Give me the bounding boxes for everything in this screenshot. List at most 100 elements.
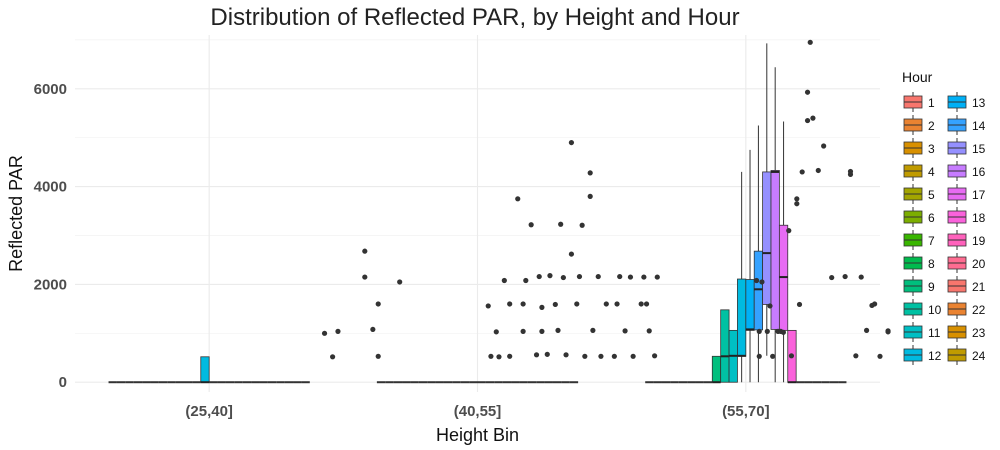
legend-item-hour-12: 12 — [903, 345, 942, 365]
legend-label: 14 — [972, 119, 986, 133]
legend-item-hour-23: 23 — [947, 322, 986, 342]
outlier-point — [753, 277, 760, 284]
outlier-point — [815, 167, 821, 174]
legend-label: 17 — [972, 188, 986, 202]
x-tick-label: (55,70] — [722, 403, 770, 420]
outlier-point — [778, 328, 784, 334]
legend-item-hour-3: 3 — [903, 138, 935, 158]
axes: 0 2000 4000 6000 (25,40] (40,55] (55,70] Height… — [6, 81, 770, 445]
outlier-point — [759, 279, 765, 285]
legend-label: 15 — [972, 142, 986, 156]
outlier-point — [523, 277, 529, 284]
legend-item-hour-24: 24 — [947, 345, 986, 365]
outlier-point — [842, 273, 848, 280]
box-hour-12 — [200, 356, 210, 383]
outlier-point — [595, 273, 601, 280]
legend-item-hour-2: 2 — [903, 115, 935, 135]
outlier-point — [630, 353, 636, 359]
outlier-point — [574, 301, 580, 307]
outlier-point — [493, 329, 499, 335]
legend-label: 12 — [928, 349, 942, 363]
outlier-point — [756, 328, 762, 334]
legend-label: 23 — [972, 326, 986, 340]
outlier-point — [788, 353, 795, 359]
legend-item-hour-18: 18 — [947, 207, 986, 227]
outlier-point — [539, 304, 545, 310]
legend-item-hour-19: 19 — [947, 230, 986, 250]
outlier-point — [627, 274, 634, 280]
legend-label: 11 — [928, 326, 941, 340]
outlier-point — [501, 277, 507, 284]
legend-item-hour-17: 17 — [947, 184, 986, 204]
box-hour-15 — [762, 171, 772, 305]
legend-item-hour-20: 20 — [947, 253, 986, 273]
box-hour-13 — [745, 279, 755, 331]
legend-label: 21 — [972, 280, 986, 294]
legend-label: 9 — [928, 280, 935, 294]
outlier-point — [847, 171, 854, 177]
outlier-point — [375, 301, 381, 307]
outlier-point — [821, 143, 827, 149]
outlier-point — [877, 353, 883, 359]
outlier-point — [485, 303, 491, 309]
outlier-point — [799, 169, 805, 175]
outlier-point — [544, 351, 550, 357]
legend-item-hour-16: 16 — [947, 161, 986, 181]
outlier-point — [560, 274, 566, 281]
outlier-point — [767, 303, 773, 309]
outlier-point — [654, 274, 660, 280]
outlier-point — [807, 39, 813, 45]
outlier-point — [786, 228, 792, 234]
outlier-point — [555, 327, 561, 333]
y-axis-title: Reflected PAR — [6, 155, 26, 272]
outlier-point — [796, 301, 803, 308]
outlier-point — [804, 89, 811, 95]
outlier-point — [362, 248, 368, 254]
outlier-layer — [321, 39, 891, 360]
box-hour-12 — [737, 278, 747, 357]
legend-item-hour-13: 13 — [947, 92, 986, 112]
outlier-point — [536, 273, 542, 280]
outlier-point — [520, 328, 526, 334]
outlier-point — [638, 301, 644, 307]
legend-label: 7 — [928, 234, 935, 248]
outlier-point — [804, 117, 811, 124]
outlier-point — [496, 354, 502, 360]
outlier-point — [321, 330, 328, 336]
legend-item-hour-6: 6 — [903, 207, 935, 227]
legend-title: Hour — [902, 69, 933, 85]
box-hour-14 — [753, 250, 764, 331]
outlier-point — [335, 328, 341, 334]
legend-item-hour-7: 7 — [903, 230, 935, 250]
legend: Hour123456789101112131415161718192021222… — [902, 69, 986, 365]
outlier-point — [872, 301, 878, 307]
outlier-point — [646, 328, 652, 334]
outlier-point — [539, 328, 545, 334]
outlier-point — [488, 353, 494, 359]
x-tick-label: (25,40] — [185, 403, 233, 420]
box-hour-9 — [711, 355, 722, 383]
outlier-point — [568, 251, 575, 257]
outlier-point — [885, 329, 891, 335]
outlier-point — [330, 354, 336, 360]
outlier-point — [643, 301, 650, 307]
outlier-point — [552, 301, 558, 308]
outlier-point — [507, 353, 513, 359]
outlier-point — [810, 115, 816, 121]
legend-label: 19 — [972, 234, 986, 248]
legend-label: 13 — [972, 96, 986, 110]
y-tick-label: 2000 — [34, 276, 67, 293]
outlier-point — [614, 301, 620, 307]
outlier-point — [611, 353, 617, 359]
outlier-point — [652, 353, 658, 359]
outlier-point — [756, 353, 762, 359]
y-tick-label: 0 — [59, 374, 67, 391]
legend-label: 8 — [928, 257, 935, 271]
box-hour-10 — [720, 309, 730, 383]
y-tick-label: 6000 — [34, 81, 67, 98]
outlier-point — [598, 353, 604, 359]
outlier-point — [547, 273, 553, 279]
legend-label: 6 — [928, 211, 935, 225]
legend-item-hour-10: 10 — [903, 299, 942, 319]
legend-label: 4 — [928, 165, 935, 179]
